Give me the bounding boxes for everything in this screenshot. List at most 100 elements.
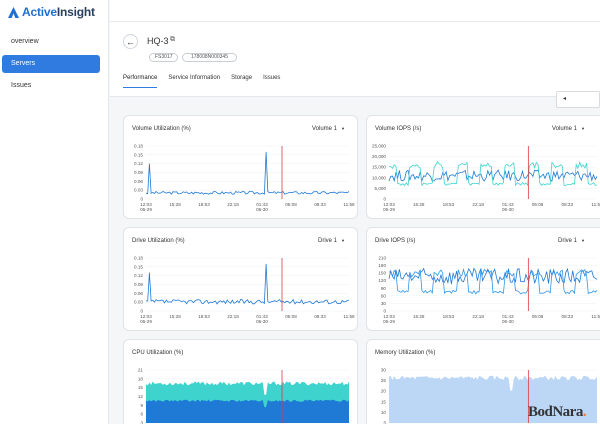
y-tick-label: 25 (381, 378, 387, 383)
series-area (146, 399, 349, 423)
y-tick-label: 0.18 (134, 256, 143, 261)
y-tick-label: 60 (381, 293, 387, 298)
x-tick-label: 15:28 (169, 314, 181, 319)
caret-down-icon: ▼ (341, 238, 345, 243)
volume-select[interactable]: Volume 1 ▼ (312, 126, 345, 132)
chart-title: Drive Utilization (%) (132, 238, 185, 244)
series-line (145, 151, 350, 195)
chart-plot: 2118151296312:0306-2915:2818:5322:1801:4… (138, 368, 349, 424)
caret-down-icon: ▼ (341, 126, 345, 131)
top-bar (110, 0, 600, 22)
y-tick-label: 15 (138, 385, 144, 390)
x-tick-date: 06-30 (502, 207, 514, 212)
chart-plot: 3025201510512:0306-2915:2818:5322:1801:4… (381, 368, 597, 424)
series-line (388, 267, 598, 295)
x-tick-label: 08:33 (314, 202, 326, 207)
x-tick-date: 06-29 (383, 319, 395, 324)
tab-issues[interactable]: Issues (263, 75, 281, 81)
x-tick-date: 06-30 (256, 319, 268, 324)
y-tick-label: 0.18 (134, 144, 143, 149)
y-tick-label: 90 (381, 286, 387, 291)
serial-tag: 178008N000345 (182, 53, 237, 62)
back-button[interactable]: ← (123, 34, 138, 49)
x-tick-date: 06-30 (256, 207, 268, 212)
y-tick-label: 0 (140, 197, 143, 202)
drive-select[interactable]: Drive 1 ▼ (558, 238, 585, 244)
chevron-left-icon[interactable]: ◂ (563, 96, 567, 102)
time-range-picker[interactable]: ◂ (556, 91, 600, 108)
x-tick-label: 01:43 (256, 202, 268, 207)
x-tick-label: 15:28 (413, 314, 425, 319)
series-area (389, 375, 597, 423)
series-line (388, 267, 598, 285)
y-tick-label: 21 (138, 368, 144, 373)
x-tick-label: 12:03 (383, 314, 395, 319)
sidebar-item-issues[interactable]: Issues (11, 82, 32, 89)
x-tick-label: 05:08 (532, 202, 544, 207)
y-tick-label: 180 (378, 263, 386, 268)
x-tick-label: 18:53 (443, 202, 455, 207)
y-tick-label: 0 (140, 309, 143, 314)
y-tick-label: 0 (383, 197, 386, 202)
chart-title: Memory Utilization (%) (375, 350, 436, 356)
chart-card-volume-iops: Volume IOPS (/s) Volume 1 ▼ 25,000 20,000 1… (366, 115, 600, 219)
tab-bar: Performance Service Information Storage … (123, 74, 291, 89)
drive-select[interactable]: Drive 1 ▼ (318, 238, 345, 244)
chart-title: Volume Utilization (%) (132, 126, 191, 132)
volume-select[interactable]: Volume 1 ▼ (552, 126, 585, 132)
app-name: ActiveInsight (22, 5, 95, 19)
y-tick-label: 5 (383, 421, 386, 424)
tab-performance[interactable]: Performance (123, 74, 158, 88)
x-tick-date: 06-30 (502, 319, 514, 324)
x-tick-label: 01:43 (502, 314, 514, 319)
tab-service-information[interactable]: Service Information (168, 75, 221, 81)
y-tick-label: 15 (381, 399, 387, 404)
x-tick-label: 15:28 (169, 202, 181, 207)
y-tick-label: 10 (381, 410, 387, 415)
app-logo[interactable]: ActiveInsight (8, 4, 95, 20)
tab-storage[interactable]: Storage (231, 75, 253, 81)
arrow-left-icon: ← (126, 36, 135, 47)
sidebar-item-overview[interactable]: overview (11, 38, 39, 45)
x-tick-date: 06-29 (383, 207, 395, 212)
y-tick-label: 9 (140, 403, 143, 408)
y-tick-label: 20 (381, 389, 387, 394)
x-tick-label: 01:43 (256, 314, 268, 319)
x-tick-label: 18:53 (443, 314, 455, 319)
chart-title: Drive IOPS (/s) (375, 238, 416, 244)
x-tick-label: 18:53 (198, 202, 210, 207)
chart-card-drive-utilization: Drive Utilization (%) Drive 1 ▼ 0.18 0.15 0… (123, 227, 358, 331)
watermark-logo: BodNara. (528, 404, 587, 420)
logo-icon (8, 6, 19, 18)
y-tick-label: 0.06 (134, 179, 143, 184)
x-tick-label: 22:18 (227, 314, 239, 319)
y-tick-label: 150 (378, 271, 386, 276)
y-tick-label: 0.03 (134, 300, 143, 305)
y-tick-label: 0.09 (134, 282, 143, 287)
x-tick-date: 06-29 (140, 319, 152, 324)
y-tick-label: 10,000 (372, 175, 386, 180)
y-tick-label: 18 (138, 376, 144, 381)
x-tick-label: 12:03 (140, 314, 152, 319)
y-tick-label: 0.15 (134, 152, 143, 157)
x-tick-label: 05:08 (285, 202, 297, 207)
x-tick-label: 15:28 (413, 202, 425, 207)
sidebar-item-servers[interactable]: Servers (2, 55, 100, 73)
x-tick-label: 08:33 (562, 314, 574, 319)
sidebar: ActiveInsight overview Servers Issues (0, 0, 109, 424)
y-tick-label: 15,000 (372, 165, 386, 170)
y-tick-label: 12 (138, 394, 144, 399)
x-tick-label: 08:33 (562, 202, 574, 207)
y-tick-label: 120 (378, 278, 386, 283)
y-tick-label: 210 (378, 256, 386, 261)
y-tick-label: 0.03 (134, 188, 143, 193)
chart-card-drive-iops: Drive IOPS (/s) Drive 1 ▼ 210 180 150 120 90 6… (366, 227, 600, 331)
chart-card-memory-utilization: Memory Utilization (%) 3025201510512:030… (366, 339, 600, 424)
external-link-icon[interactable]: ⧉ (170, 36, 175, 43)
x-tick-label: 12:03 (140, 202, 152, 207)
y-tick-label: 0.12 (134, 273, 143, 278)
y-tick-label: 5,000 (375, 186, 387, 191)
